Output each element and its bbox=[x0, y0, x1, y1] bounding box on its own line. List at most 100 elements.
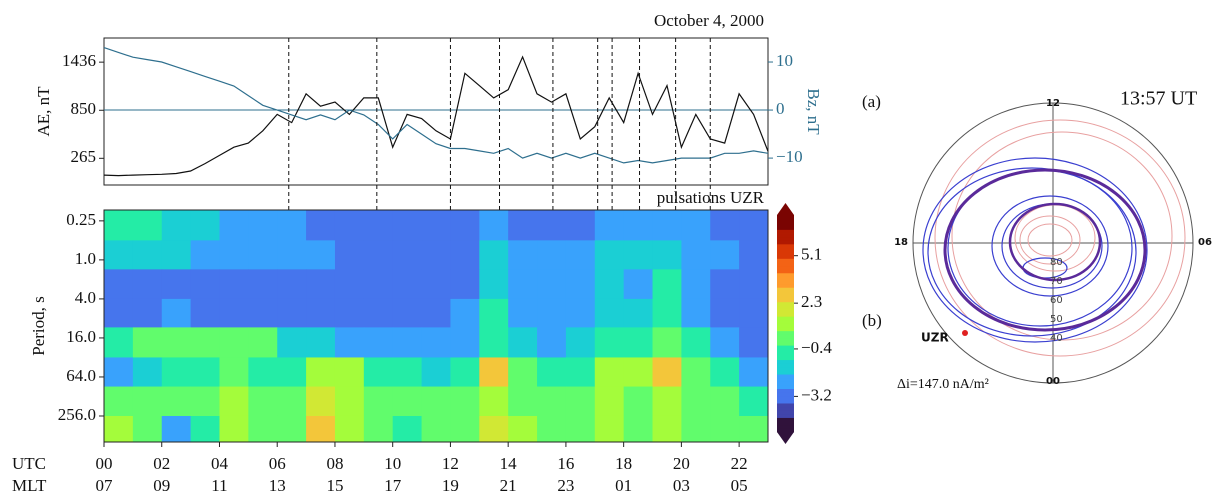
mlt-tick-label: 15 bbox=[326, 476, 343, 495]
heatmap-cell bbox=[161, 210, 192, 241]
colorbar-segment bbox=[777, 225, 794, 230]
heatmap-cell bbox=[363, 327, 394, 358]
colorbar-segment bbox=[777, 262, 794, 267]
colorbar-segment bbox=[777, 406, 794, 411]
heatmap-cell bbox=[277, 415, 307, 443]
heatmap-cell bbox=[132, 269, 163, 300]
heatmap-cell bbox=[594, 298, 625, 328]
heatmap-cell bbox=[219, 415, 249, 443]
heatmap-cell bbox=[219, 298, 249, 328]
colorbar-segment bbox=[777, 319, 794, 324]
heatmap-cell bbox=[421, 386, 451, 417]
y-tick-label: 265 bbox=[71, 147, 97, 166]
x-tick-label: 14 bbox=[500, 454, 518, 473]
heatmap-cell bbox=[739, 357, 769, 388]
heatmap-cell bbox=[479, 327, 509, 358]
heatmap-cell bbox=[710, 298, 740, 328]
colorbar-segment bbox=[777, 334, 794, 339]
colorbar-segment bbox=[777, 323, 794, 328]
heatmap-cell bbox=[681, 269, 711, 300]
colorbar-segment bbox=[777, 236, 794, 241]
heatmap-cell bbox=[681, 386, 711, 417]
heatmap-cell bbox=[739, 298, 769, 328]
x-tick-label: 12 bbox=[442, 454, 459, 473]
heatmap-cell bbox=[334, 415, 365, 443]
heatmap-cell bbox=[306, 240, 336, 270]
x-tick-label: 02 bbox=[153, 454, 170, 473]
heatmap-cell bbox=[132, 210, 163, 241]
colorbar-segment bbox=[777, 356, 794, 361]
heatmap-cell bbox=[421, 269, 451, 300]
colorbar-extend bbox=[777, 432, 794, 444]
heatmap-cell bbox=[681, 298, 711, 328]
y2-axis-label: Bz, nT bbox=[804, 88, 823, 135]
heatmap-cell bbox=[277, 240, 307, 270]
mlt-tick-label: 09 bbox=[153, 476, 170, 495]
x-tick-label: 10 bbox=[384, 454, 401, 473]
heatmap-cell bbox=[334, 298, 365, 328]
heatmap-cell bbox=[537, 327, 567, 358]
colorbar-tick-label: −3.2 bbox=[801, 385, 832, 404]
heatmap-cell bbox=[681, 327, 711, 358]
y-tick-label: 4.0 bbox=[75, 288, 96, 307]
heatmap-cell bbox=[248, 269, 278, 300]
mlt-tick-label: 13 bbox=[269, 476, 286, 495]
heatmap-cell bbox=[334, 269, 365, 300]
heatmap-cell bbox=[450, 210, 480, 241]
heatmap-cell bbox=[190, 386, 220, 417]
heatmap-cell bbox=[652, 386, 682, 417]
x-tick-label: 18 bbox=[615, 454, 632, 473]
heatmap-cell bbox=[104, 386, 134, 417]
colorbar-segment bbox=[777, 410, 794, 415]
colorbar-tick-label: 5.1 bbox=[801, 245, 822, 264]
panel-label: (a) bbox=[862, 92, 881, 111]
heatmap-cell bbox=[334, 327, 365, 358]
colorbar-segment bbox=[777, 388, 794, 393]
heatmap-cell bbox=[739, 386, 769, 417]
panel-label: (b) bbox=[862, 311, 882, 330]
mlt-tick-label: 01 bbox=[615, 476, 632, 495]
latitude-label: 50 bbox=[1050, 314, 1063, 325]
heatmap-cell bbox=[277, 210, 307, 241]
heatmap-cell bbox=[421, 357, 451, 388]
colorbar-segment bbox=[777, 258, 794, 263]
colorbar-segment bbox=[777, 233, 794, 238]
heatmap-cell bbox=[248, 298, 278, 328]
heatmap-cell bbox=[479, 269, 509, 300]
heatmap-cell bbox=[479, 210, 509, 241]
heatmap-cell bbox=[104, 269, 134, 300]
heatmap-cell bbox=[508, 327, 538, 358]
y2-tick-label: 0 bbox=[776, 99, 785, 118]
heatmap-cell bbox=[421, 298, 451, 328]
heatmap-cell bbox=[450, 240, 480, 270]
heatmap-cell bbox=[479, 357, 509, 388]
heatmap-cell bbox=[306, 357, 336, 388]
heatmap-cell bbox=[450, 269, 480, 300]
heatmap-cell bbox=[248, 415, 278, 443]
heatmap-cell bbox=[104, 327, 134, 358]
colorbar-segment bbox=[777, 215, 794, 220]
mlt-tick-label: 11 bbox=[211, 476, 227, 495]
heatmap-cell bbox=[710, 240, 740, 270]
y2-tick-label: 10 bbox=[776, 51, 793, 70]
heatmap-cell bbox=[363, 269, 394, 300]
colorbar-segment bbox=[777, 359, 794, 364]
heatmap-cell bbox=[219, 386, 249, 417]
heatmap-cell bbox=[623, 298, 654, 328]
heatmap-cell bbox=[623, 327, 654, 358]
heatmap-cell bbox=[652, 269, 682, 300]
colorbar-segment bbox=[777, 283, 794, 288]
heatmap-cell bbox=[104, 415, 134, 443]
colorbar-segment bbox=[777, 417, 794, 422]
x-tick-label: 06 bbox=[269, 454, 286, 473]
x-tick-label: 04 bbox=[211, 454, 229, 473]
latitude-label: 60 bbox=[1050, 295, 1063, 306]
heatmap-cell bbox=[594, 357, 625, 388]
heatmap-cell bbox=[508, 415, 538, 443]
colorbar-segment bbox=[777, 280, 794, 285]
heatmap-cell bbox=[219, 327, 249, 358]
colorbar-segment bbox=[777, 384, 794, 389]
heatmap-cell bbox=[594, 386, 625, 417]
delta-i-label: Δi=147.0 nA/m² bbox=[897, 377, 989, 392]
colorbar-segment bbox=[777, 399, 794, 404]
